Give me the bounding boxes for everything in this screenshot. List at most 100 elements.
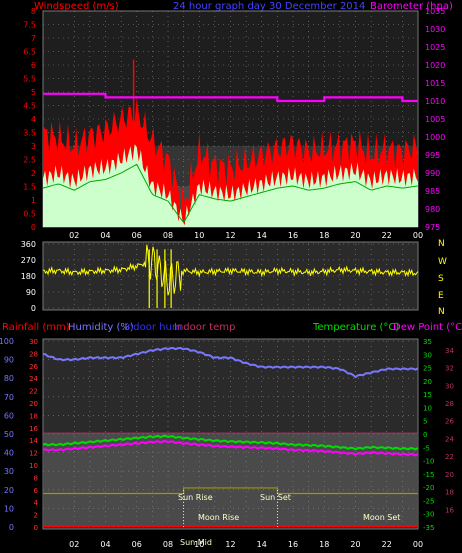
wind-tick-label: 5 bbox=[31, 88, 36, 97]
sun-moon-annotation: Sun Set bbox=[260, 493, 291, 502]
humidity-tick-label: 70 bbox=[4, 393, 14, 402]
rain-tick-label: 18 bbox=[29, 412, 38, 420]
barometer-line bbox=[43, 92, 418, 103]
humidity-tick-label: 60 bbox=[4, 411, 14, 420]
indoor-temp-tick-label: 22 bbox=[445, 453, 454, 461]
wind-panel: 0 0.5 1 1.5 2 2.5 3 3.5 4 4.5 5 5.5 6 6.5 7 7.5 8 975 980 9… bbox=[23, 7, 445, 232]
rain-tick-label: 10 bbox=[29, 462, 38, 470]
daylight-line bbox=[43, 487, 418, 495]
rain-tick-label: 26 bbox=[29, 363, 38, 371]
legend-indoor-hum: Indoor hum bbox=[124, 322, 182, 333]
compass-label: N bbox=[438, 307, 445, 317]
temp-tick-label: -15 bbox=[423, 471, 434, 479]
temp-tick-label: -20 bbox=[423, 484, 434, 492]
humidity-tick-label: 20 bbox=[4, 486, 14, 495]
wind-tick-label: 3 bbox=[31, 142, 36, 151]
x-tick-label-bottom: 22 bbox=[382, 540, 392, 549]
x-tick-label-top: 22 bbox=[382, 231, 392, 240]
indoor-temp-tick-label: 30 bbox=[445, 382, 454, 390]
wind-tick-label: 7 bbox=[31, 34, 36, 43]
barometer-tick-label: 1030 bbox=[425, 25, 445, 34]
barometer-tick-label: 1000 bbox=[425, 133, 445, 142]
indoor-temp-tick-label: 28 bbox=[445, 400, 454, 408]
legend-indoor-temp: Indoor temp bbox=[174, 322, 235, 333]
indoor-temp-tick-label: 26 bbox=[445, 418, 454, 426]
rain-tick-label: 0 bbox=[34, 524, 38, 532]
rain-tick-label: 22 bbox=[29, 388, 38, 396]
rain-tick-label: 8 bbox=[34, 474, 38, 482]
humidity-tick-label: 100 bbox=[0, 337, 14, 346]
graph-date-title: 24 hour graph day 30 December 2014 bbox=[173, 1, 365, 12]
x-tick-label-top: 18 bbox=[319, 231, 329, 240]
legend-humidity: Humidity (%) bbox=[68, 322, 134, 333]
direction-line bbox=[42, 244, 419, 296]
rain-tick-label: 14 bbox=[29, 437, 38, 445]
rain-tick-label: 28 bbox=[29, 350, 38, 358]
humidity-tick-label: 30 bbox=[4, 467, 14, 476]
barometer-tick-label: 980 bbox=[425, 205, 440, 214]
temp-tick-label: 30 bbox=[423, 351, 432, 359]
humidity-tick-label: 80 bbox=[4, 374, 14, 383]
rain-tick-label: 12 bbox=[29, 450, 38, 458]
x-tick-label-top: 02 bbox=[69, 231, 79, 240]
rain-tick-label: 24 bbox=[29, 375, 38, 383]
x-tick-label-top: 08 bbox=[163, 231, 173, 240]
x-tick-label-top: 00 bbox=[413, 231, 423, 240]
direction-tick-label: 270 bbox=[21, 256, 36, 265]
wind-tick-label: 8 bbox=[31, 7, 36, 16]
temp-tick-label: 35 bbox=[423, 338, 432, 346]
rain-tick-label: 4 bbox=[34, 499, 39, 507]
x-tick-label-top: 10 bbox=[194, 231, 204, 240]
compass-label: E bbox=[438, 291, 444, 301]
temp-tick-label: 20 bbox=[423, 378, 432, 386]
humidity-line bbox=[42, 346, 419, 379]
x-tick-label-top: 06 bbox=[132, 231, 142, 240]
wind-tick-label: 4 bbox=[31, 115, 36, 124]
barometer-tick-label: 975 bbox=[425, 223, 440, 232]
indoor-temp-tick-label: 18 bbox=[445, 489, 454, 497]
temp-tick-label: 0 bbox=[423, 431, 427, 439]
indoor-temp-tick-label: 20 bbox=[445, 471, 454, 479]
wind-tick-label: 2 bbox=[31, 169, 36, 178]
sun-moon-annotation: Moon Rise bbox=[198, 513, 239, 522]
x-tick-label-top: 20 bbox=[350, 231, 360, 240]
barometer-tick-label: 1015 bbox=[425, 79, 445, 88]
x-tick-label-top: 12 bbox=[225, 231, 235, 240]
x-tick-label-bottom: 10 bbox=[194, 540, 204, 549]
indoor-temp-tick-label: 16 bbox=[445, 506, 454, 514]
temp-tick-label: -35 bbox=[423, 524, 434, 532]
x-tick-label-top: 14 bbox=[257, 231, 267, 240]
wind-tick-label: 5.5 bbox=[23, 75, 36, 84]
sun-moon-annotation: Moon Set bbox=[363, 513, 400, 522]
temp-tick-label: -10 bbox=[423, 458, 434, 466]
x-tick-label-bottom: 14 bbox=[257, 540, 267, 549]
direction-tick-label: 180 bbox=[21, 272, 36, 281]
x-tick-label-bottom: 08 bbox=[163, 540, 173, 549]
barometer-tick-label: 1020 bbox=[425, 61, 445, 70]
humidity-tick-label: 10 bbox=[4, 504, 14, 513]
legend-dew-point: Dew Point (°C) bbox=[393, 322, 462, 333]
rain-tick-label: 6 bbox=[34, 487, 39, 495]
humidity-tick-label: 40 bbox=[4, 449, 14, 458]
wind-tick-label: 6.5 bbox=[23, 48, 36, 57]
humidity-tick-label: 50 bbox=[4, 430, 14, 439]
wind-tick-label: 4.5 bbox=[23, 102, 36, 111]
compass-label: N bbox=[438, 239, 445, 249]
wind-tick-label: 1.5 bbox=[23, 183, 36, 192]
temp-tick-label: 15 bbox=[423, 391, 432, 399]
wind-tick-label: 1 bbox=[31, 196, 36, 205]
legend-rainfall: Rainfall (mm) bbox=[2, 322, 70, 333]
barometer-tick-label: 1035 bbox=[425, 7, 445, 16]
legend-temperature: Temperature (°C) bbox=[312, 322, 399, 333]
temperature-line bbox=[42, 434, 419, 451]
temp-tick-label: -25 bbox=[423, 497, 434, 505]
direction-tick-label: 360 bbox=[21, 240, 36, 249]
direction-plot-area bbox=[42, 241, 419, 311]
temp-tick-label: -30 bbox=[423, 511, 434, 519]
x-tick-label-bottom: 12 bbox=[225, 540, 235, 549]
direction-tick-label: 90 bbox=[26, 288, 36, 297]
x-tick-label-bottom: 02 bbox=[69, 540, 79, 549]
windspeed-title: Windspeed (m/s) bbox=[34, 1, 119, 12]
